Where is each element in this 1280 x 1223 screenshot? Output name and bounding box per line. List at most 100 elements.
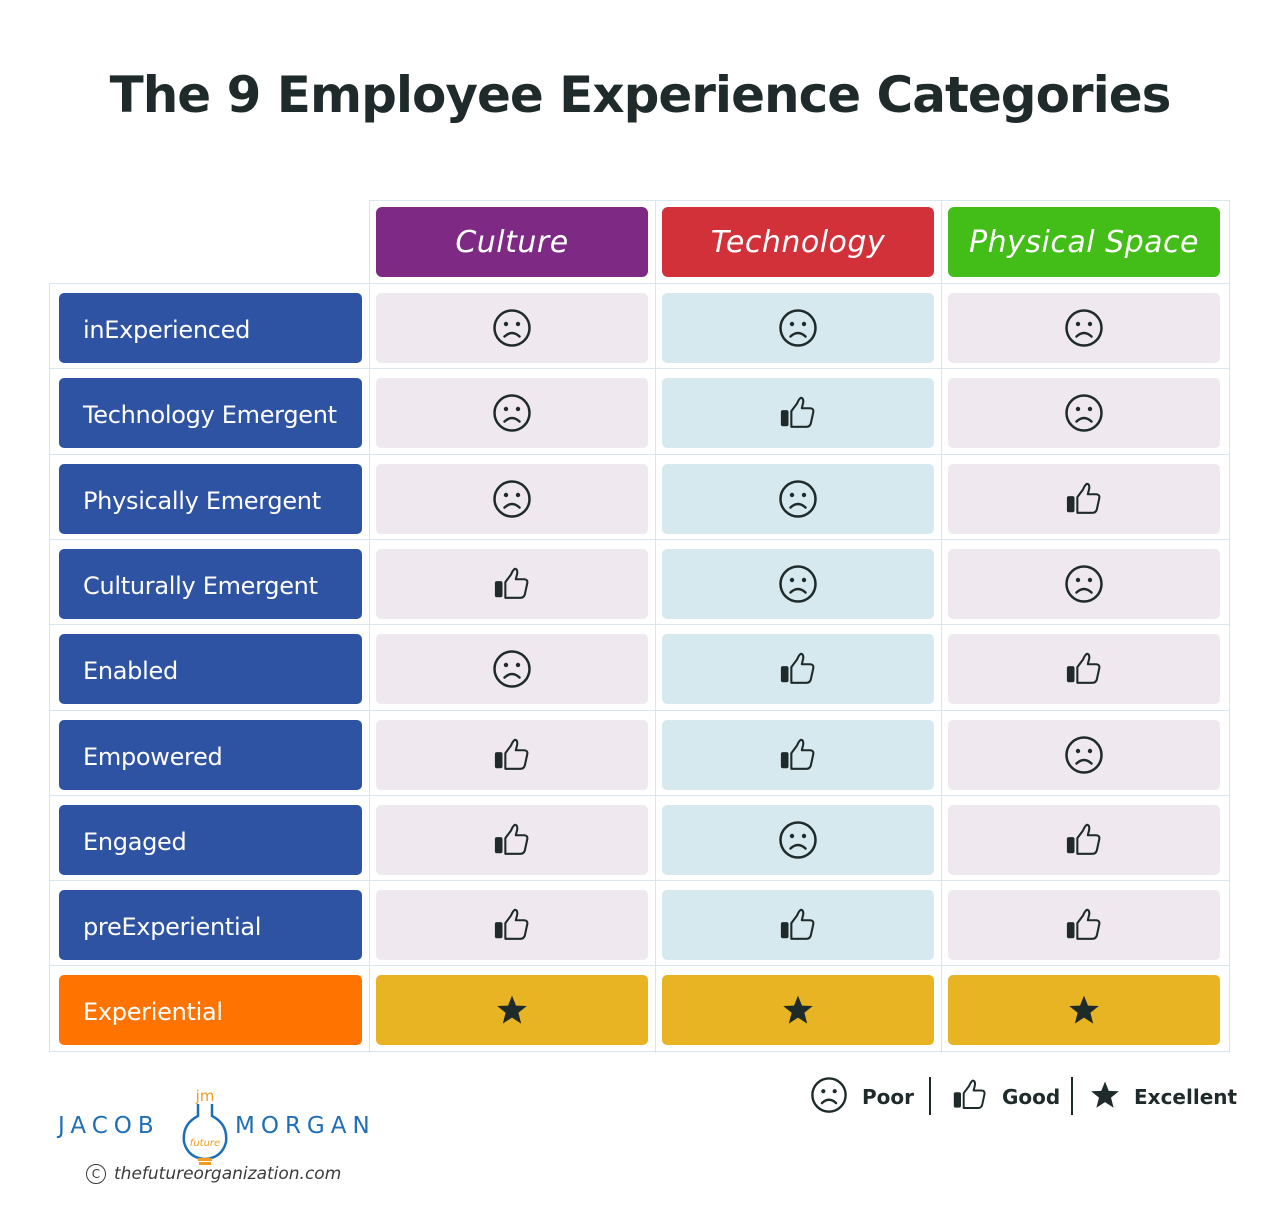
grid-line xyxy=(941,200,942,1053)
rating-cell xyxy=(376,464,648,534)
grid-line xyxy=(369,200,370,1053)
sad-face-icon xyxy=(1064,308,1104,348)
rating-cell xyxy=(662,634,934,704)
legend-poor: Poor xyxy=(810,1077,914,1117)
sad-face-icon xyxy=(492,308,532,348)
column-header-technology: Technology xyxy=(662,207,934,277)
logo-monogram: jm xyxy=(195,1087,215,1105)
sad-face-icon xyxy=(492,649,532,689)
sad-face-icon xyxy=(492,479,532,519)
grid-line xyxy=(49,710,1230,711)
star-icon xyxy=(1068,994,1100,1026)
rating-cell xyxy=(948,549,1220,619)
grid-line xyxy=(49,283,1230,284)
row-label-experiential: Experiential xyxy=(59,975,362,1045)
grid-line xyxy=(49,1051,1230,1052)
sad-face-icon xyxy=(1064,564,1104,604)
logo-tagline: future xyxy=(190,1138,220,1149)
grid-line xyxy=(49,454,1230,455)
thumbs-up-icon xyxy=(493,906,531,944)
legend-label-poor: Poor xyxy=(862,1085,915,1109)
legend-divider xyxy=(929,1077,931,1115)
rating-cell xyxy=(376,549,648,619)
row-label-technology-emergent: Technology Emergent xyxy=(59,378,362,448)
sad-face-icon xyxy=(778,479,818,519)
rating-cell xyxy=(376,975,648,1045)
thumbs-up-icon xyxy=(779,394,817,432)
star-icon xyxy=(1090,1080,1120,1114)
rating-cell xyxy=(948,634,1220,704)
star-icon xyxy=(496,994,528,1026)
rating-cell xyxy=(662,720,934,790)
grid-line xyxy=(369,200,1230,201)
grid-line xyxy=(49,539,1230,540)
thumbs-up-icon xyxy=(779,906,817,944)
thumbs-up-icon xyxy=(779,650,817,688)
thumbs-up-icon xyxy=(493,821,531,859)
rating-cell xyxy=(376,293,648,363)
rating-cell xyxy=(662,293,934,363)
row-label-culturally-emergent: Culturally Emergent xyxy=(59,549,362,619)
thumbs-up-icon xyxy=(779,736,817,774)
rating-cell xyxy=(376,720,648,790)
rating-cell xyxy=(662,975,934,1045)
grid-line xyxy=(49,795,1230,796)
grid-line xyxy=(49,283,50,1053)
page-title: The 9 Employee Experience Categories xyxy=(109,66,1172,124)
row-label-enabled: Enabled xyxy=(59,634,362,704)
rating-cell xyxy=(376,378,648,448)
copyright-icon: C xyxy=(86,1164,106,1184)
row-label-inexperienced: inExperienced xyxy=(59,293,362,363)
thumbs-up-icon xyxy=(1065,821,1103,859)
rating-cell xyxy=(662,549,934,619)
sad-face-icon xyxy=(778,308,818,348)
rating-cell xyxy=(662,464,934,534)
grid-line xyxy=(49,965,1230,966)
grid-line xyxy=(49,624,1230,625)
thumbs-up-icon xyxy=(952,1077,988,1117)
legend-divider xyxy=(1071,1077,1073,1115)
sad-face-icon xyxy=(810,1076,848,1118)
sad-face-icon xyxy=(1064,735,1104,775)
thumbs-up-icon xyxy=(493,736,531,774)
rating-cell xyxy=(662,378,934,448)
logo-jacob: JACOB xyxy=(58,1113,160,1139)
rating-cell xyxy=(376,890,648,960)
website-url[interactable]: thefutureorganization.com xyxy=(114,1164,342,1184)
thumbs-up-icon xyxy=(1065,906,1103,944)
grid-line xyxy=(655,200,656,1053)
grid-line xyxy=(1229,200,1230,1053)
grid-line xyxy=(49,880,1230,881)
star-icon xyxy=(782,994,814,1026)
rating-cell xyxy=(376,805,648,875)
rating-cell xyxy=(948,293,1220,363)
logo-morgan: MORGAN xyxy=(235,1113,376,1139)
row-label-empowered: Empowered xyxy=(59,720,362,790)
thumbs-up-icon xyxy=(1065,480,1103,518)
sad-face-icon xyxy=(492,393,532,433)
rating-cell xyxy=(662,890,934,960)
column-header-culture: Culture xyxy=(376,207,648,277)
column-header-physical-space: Physical Space xyxy=(948,207,1220,277)
thumbs-up-icon xyxy=(1065,650,1103,688)
thumbs-up-icon xyxy=(493,565,531,603)
rating-cell xyxy=(948,720,1220,790)
rating-cell xyxy=(948,890,1220,960)
legend-label-good: Good xyxy=(1002,1085,1061,1109)
grid-line xyxy=(49,368,1230,369)
sad-face-icon xyxy=(778,564,818,604)
website-credit: C thefutureorganization.com xyxy=(86,1164,341,1184)
rating-cell xyxy=(948,378,1220,448)
rating-cell xyxy=(948,464,1220,534)
row-label-engaged: Engaged xyxy=(59,805,362,875)
rating-cell xyxy=(948,805,1220,875)
legend-label-excellent: Excellent xyxy=(1134,1085,1238,1109)
row-label-preexperiential: preExperiential xyxy=(59,890,362,960)
lightbulb-logo-icon: future jm xyxy=(176,1086,234,1168)
legend-excellent: Excellent xyxy=(1090,1077,1237,1117)
sad-face-icon xyxy=(778,820,818,860)
legend-good: Good xyxy=(952,1077,1060,1117)
row-label-physically-emergent: Physically Emergent xyxy=(59,464,362,534)
rating-cell xyxy=(948,975,1220,1045)
rating-cell xyxy=(662,805,934,875)
